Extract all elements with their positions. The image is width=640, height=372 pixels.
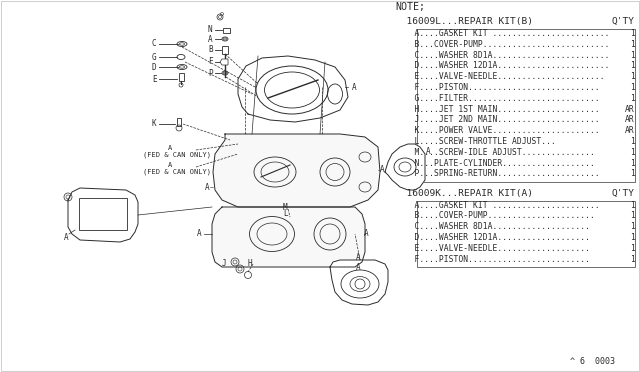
Text: A: A (168, 162, 172, 168)
Text: G: G (152, 52, 157, 61)
Text: A: A (168, 145, 172, 151)
Text: 1: 1 (630, 148, 635, 157)
Text: A....GASKET KIT ......................: A....GASKET KIT ...................... (395, 201, 600, 210)
Text: M....SCREW-IDLE ADJUST...............: M....SCREW-IDLE ADJUST............... (395, 148, 595, 157)
Polygon shape (213, 134, 380, 207)
Text: L: L (283, 209, 287, 218)
Text: 1: 1 (630, 169, 635, 178)
Text: D....WASHER 12D1A.......................: D....WASHER 12D1A....................... (395, 61, 609, 70)
Text: 1: 1 (630, 61, 635, 70)
Text: A....GASKET KIT ........................: A....GASKET KIT ........................ (395, 29, 609, 38)
Text: C: C (152, 39, 157, 48)
Text: F....PISTON.........................: F....PISTON......................... (395, 255, 590, 264)
Text: N: N (208, 26, 212, 35)
Text: 1: 1 (630, 29, 635, 38)
Text: D: D (152, 62, 157, 71)
Text: C....WASHER 8D1A........................: C....WASHER 8D1A........................ (395, 51, 609, 60)
Polygon shape (68, 188, 138, 242)
Polygon shape (385, 144, 425, 190)
Text: 1: 1 (630, 94, 635, 103)
Text: NOTE;: NOTE; (395, 2, 425, 12)
Bar (179, 73, 184, 81)
Text: N...PLATE-CYLINDER...................: N...PLATE-CYLINDER................... (395, 158, 595, 167)
Text: AR: AR (625, 115, 635, 124)
Text: E: E (152, 74, 157, 83)
Text: (FED & CAN ONLY): (FED & CAN ONLY) (143, 152, 211, 158)
Text: A: A (352, 83, 356, 92)
Text: J: J (222, 260, 227, 269)
Text: 16009L...REPAIR KIT(B): 16009L...REPAIR KIT(B) (395, 17, 533, 26)
Text: 16009K...REPAIR KIT(A): 16009K...REPAIR KIT(A) (395, 189, 533, 198)
Text: 1: 1 (630, 201, 635, 210)
Bar (417, 29, 635, 182)
Text: F: F (208, 58, 212, 67)
Text: F....PISTON...........................: F....PISTON........................... (395, 83, 600, 92)
Text: A: A (208, 35, 212, 44)
Text: 1: 1 (630, 222, 635, 231)
Text: A: A (64, 232, 68, 241)
Text: H: H (248, 260, 253, 269)
Text: 1: 1 (630, 255, 635, 264)
Text: A: A (356, 253, 360, 262)
Polygon shape (238, 56, 348, 122)
Text: AR: AR (625, 126, 635, 135)
Text: A: A (426, 148, 431, 157)
Text: P...SPRING-RETURN.....................: P...SPRING-RETURN..................... (395, 169, 600, 178)
Text: B...COVER-PUMP..........................: B...COVER-PUMP.......................... (395, 40, 609, 49)
Bar (222, 46, 228, 54)
Bar (177, 118, 181, 126)
Bar (417, 201, 635, 267)
Text: K: K (152, 119, 157, 128)
Text: B: B (208, 45, 212, 55)
Text: 1: 1 (630, 211, 635, 221)
Text: A: A (380, 166, 385, 174)
Text: 1: 1 (630, 72, 635, 81)
Polygon shape (212, 207, 365, 267)
Text: ^ 6  0003: ^ 6 0003 (570, 357, 615, 366)
Text: AR: AR (625, 105, 635, 113)
Bar (223, 28, 230, 32)
Text: A: A (364, 230, 369, 238)
Text: L....SCREW-THROTTLE ADJUST...: L....SCREW-THROTTLE ADJUST... (395, 137, 556, 146)
Text: K....POWER VALVE......................: K....POWER VALVE...................... (395, 126, 600, 135)
Text: C....WASHER 8D1A....................: C....WASHER 8D1A.................... (395, 222, 590, 231)
Text: A: A (356, 263, 360, 272)
Bar (79, 198, 127, 230)
Text: 1: 1 (630, 233, 635, 242)
Polygon shape (330, 260, 388, 305)
Text: 1: 1 (630, 244, 635, 253)
Text: G....FILTER...........................: G....FILTER........................... (395, 94, 600, 103)
Text: B....COVER-PUMP......................: B....COVER-PUMP...................... (395, 211, 595, 221)
Text: 1: 1 (630, 137, 635, 146)
Text: Q'TY: Q'TY (611, 17, 634, 26)
Text: 1: 1 (630, 158, 635, 167)
Text: E....VALVE-NEEDLE...................: E....VALVE-NEEDLE................... (395, 244, 590, 253)
Text: Q'TY: Q'TY (611, 189, 634, 198)
Text: H....JET 1ST MAIN.....................: H....JET 1ST MAIN..................... (395, 105, 600, 113)
Text: M: M (283, 202, 287, 212)
Text: P: P (208, 68, 212, 77)
Text: 1: 1 (630, 40, 635, 49)
Text: 1: 1 (630, 51, 635, 60)
Text: 1: 1 (630, 83, 635, 92)
Text: J....JET 2ND MAIN.....................: J....JET 2ND MAIN..................... (395, 115, 600, 124)
Polygon shape (220, 59, 228, 65)
Text: (FED & CAN ONLY): (FED & CAN ONLY) (143, 169, 211, 175)
Text: A: A (205, 183, 210, 192)
Text: A: A (197, 230, 202, 238)
Text: E....VALVE-NEEDLE......................: E....VALVE-NEEDLE...................... (395, 72, 605, 81)
Text: D....WASHER 12D1A...................: D....WASHER 12D1A................... (395, 233, 590, 242)
